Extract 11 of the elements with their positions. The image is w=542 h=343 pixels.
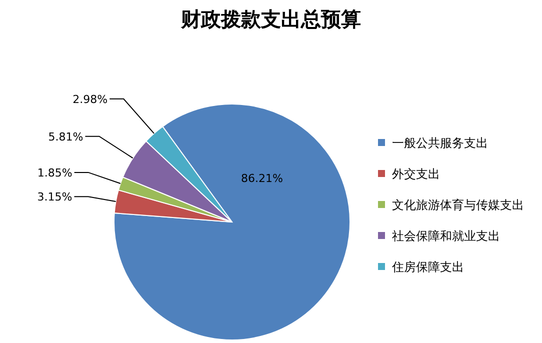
legend-label: 住房保障支出 [391, 260, 464, 274]
data-label: 86.21% [241, 172, 283, 185]
data-label: 3.15% [37, 190, 72, 204]
data-label: 5.81% [48, 130, 84, 144]
legend-label: 社会保障和就业支出 [392, 229, 500, 243]
data-label: 2.98% [72, 92, 108, 106]
legend-label: 文化旅游体育与传媒支出 [392, 198, 524, 212]
legend-label: 一般公共服务支出 [392, 136, 488, 150]
legend-label: 外交支出 [392, 167, 440, 181]
chart-title: 财政拨款支出总预算 [180, 7, 361, 31]
data-label: 1.85% [37, 166, 72, 180]
